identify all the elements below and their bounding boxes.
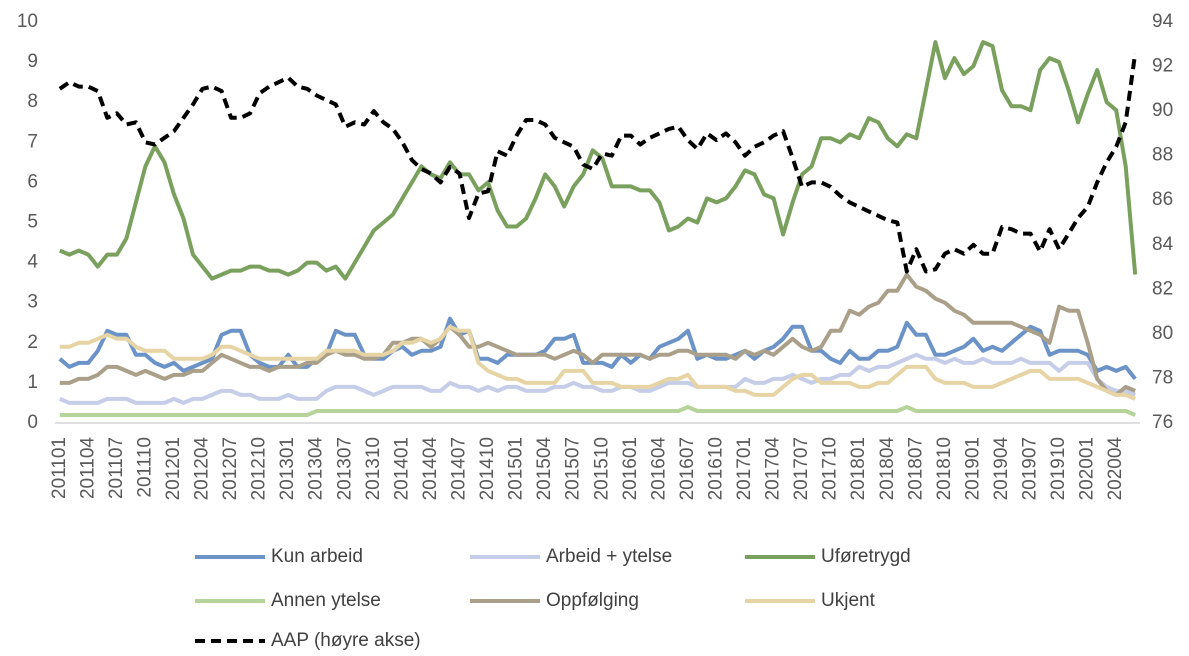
x-tick-label: 201304 <box>306 437 327 501</box>
x-tick-label: 202004 <box>1105 437 1126 501</box>
y2-tick-label: 88 <box>1152 145 1173 166</box>
series-line <box>59 405 1136 417</box>
y2-tick-label: 92 <box>1152 56 1173 77</box>
x-tick-label: 201507 <box>563 437 584 500</box>
y-tick-label: 4 <box>27 252 38 273</box>
x-tick-label: 201204 <box>192 437 213 501</box>
legend-label: Arbeid + ytelse <box>546 546 672 567</box>
x-tick-label: 201610 <box>705 437 726 500</box>
y2-tick-label: 76 <box>1152 412 1173 433</box>
x-tick-label: 201210 <box>249 437 270 500</box>
series-line <box>59 324 1136 401</box>
x-tick-label: 202001 <box>1077 437 1098 500</box>
y-tick-label: 10 <box>17 11 38 32</box>
legend-label: Annen ytelse <box>271 590 381 611</box>
x-tick-label: 201701 <box>734 437 755 500</box>
series-line <box>59 272 1136 397</box>
x-tick-label: 201101 <box>49 437 70 499</box>
x-tick-label: 201707 <box>791 437 812 500</box>
x-tick-label: 201704 <box>763 437 784 501</box>
x-tick-label: 201410 <box>477 437 498 500</box>
y-tick-label: 2 <box>27 332 38 353</box>
legend-label: Kun arbeid <box>271 546 363 567</box>
y-tick-label: 3 <box>27 292 38 313</box>
x-tick-label: 201510 <box>591 437 612 500</box>
legend-label: Oppfølging <box>546 590 639 611</box>
series-line <box>59 352 1136 405</box>
x-tick-label: 201810 <box>934 437 955 500</box>
x-tick-label: 201904 <box>991 437 1012 501</box>
y2-tick-label: 80 <box>1152 323 1173 344</box>
legend-label: AAP (høyre akse) <box>271 630 421 651</box>
x-tick-label: 201804 <box>877 437 898 501</box>
x-tick-label: 201604 <box>648 437 669 501</box>
y2-tick-label: 84 <box>1152 234 1174 255</box>
y2-tick-label: 78 <box>1152 367 1173 388</box>
x-tick-label: 201401 <box>391 437 412 500</box>
x-tick-label: 201301 <box>277 437 298 500</box>
legend-label: Uføretrygd <box>821 546 911 567</box>
x-tick-label: 201201 <box>163 437 184 500</box>
x-tick-label: 201910 <box>1048 437 1069 500</box>
x-tick-label: 201110 <box>134 437 155 498</box>
y-tick-label: 1 <box>27 372 38 393</box>
x-tick-label: 201407 <box>449 437 470 500</box>
x-tick-label: 201310 <box>363 437 384 500</box>
legend-label: Ukjent <box>821 590 876 611</box>
x-tick-label: 201907 <box>1020 437 1041 500</box>
x-tick-label: 201307 <box>334 437 355 500</box>
y2-tick-label: 86 <box>1152 189 1173 210</box>
y-tick-label: 8 <box>27 91 38 112</box>
x-tick-label: 201710 <box>820 437 841 500</box>
y-tick-label: 9 <box>27 51 38 72</box>
x-tick-label: 201501 <box>506 437 527 500</box>
y-tick-label: 5 <box>27 212 38 233</box>
x-tick-label: 201601 <box>620 437 641 500</box>
x-tick-label: 201107 <box>106 437 127 499</box>
series-line <box>59 40 1138 281</box>
x-tick-label: 201207 <box>220 437 241 500</box>
x-tick-label: 201404 <box>420 437 441 501</box>
y-tick-label: 7 <box>27 131 38 152</box>
x-tick-label: 201807 <box>905 437 926 500</box>
series-line <box>58 316 1137 381</box>
y2-tick-label: 94 <box>1152 11 1174 32</box>
x-tick-label: 201104 <box>77 437 98 499</box>
y2-tick-label: 82 <box>1152 278 1173 299</box>
y2-tick-label: 90 <box>1152 100 1173 121</box>
y-tick-label: 0 <box>27 412 38 433</box>
y-tick-label: 6 <box>27 171 38 192</box>
x-tick-label: 201504 <box>534 437 555 501</box>
x-tick-label: 201901 <box>962 437 983 500</box>
series-line <box>58 52 1138 274</box>
x-tick-label: 201607 <box>677 437 698 500</box>
x-tick-label: 201801 <box>848 437 869 500</box>
